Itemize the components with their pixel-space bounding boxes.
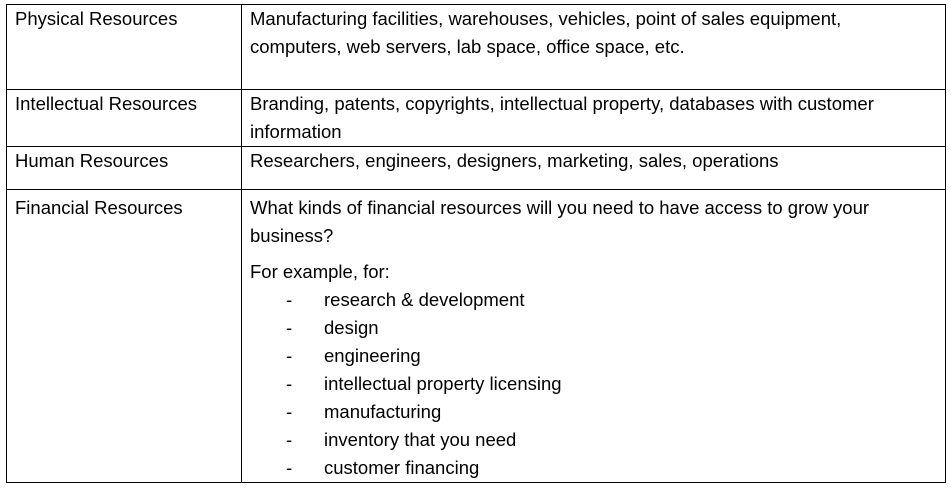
bullet-dash: - — [286, 457, 293, 478]
row-label-financial: Financial Resources — [6, 189, 242, 483]
list-item: - manufacturing — [250, 398, 937, 426]
row-description-intellectual: Branding, patents, copyrights, intellect… — [241, 89, 946, 147]
table-row: Intellectual Resources Branding, patents… — [6, 89, 946, 147]
row-description-physical: Manufacturing facilities, warehouses, ve… — [241, 4, 946, 90]
bullet-dash: - — [286, 401, 293, 422]
list-item-text: manufacturing — [324, 401, 442, 422]
financial-question: What kinds of financial resources will y… — [250, 197, 870, 246]
row-description-human: Researchers, engineers, designers, marke… — [241, 146, 946, 190]
row-label-physical: Physical Resources — [6, 4, 242, 90]
row-label-intellectual: Intellectual Resources — [6, 89, 242, 147]
list-item-text: engineering — [324, 345, 421, 366]
list-item-text: research & development — [324, 289, 525, 310]
list-item-text: inventory that you need — [324, 429, 517, 450]
list-item-text: design — [324, 317, 379, 338]
row-label-human: Human Resources — [6, 146, 242, 190]
bullet-dash: - — [286, 289, 293, 310]
list-item: - inventory that you need — [250, 426, 937, 454]
list-item: - design — [250, 314, 937, 342]
list-item: - engineering — [250, 342, 937, 370]
list-item: - intellectual property licensing — [250, 370, 937, 398]
list-item-text: customer financing — [324, 457, 480, 478]
bullet-dash: - — [286, 373, 293, 394]
resources-table: Physical Resources Manufacturing facilit… — [6, 4, 946, 483]
list-item: - research & development — [250, 286, 937, 314]
list-item: - customer financing — [250, 454, 937, 482]
financial-bullet-list: - research & development - design - enginee… — [250, 286, 937, 482]
bullet-dash: - — [286, 345, 293, 366]
table-row: Financial Resources What kinds of financ… — [6, 189, 946, 483]
financial-example-intro: For example, for: — [250, 261, 390, 282]
bullet-dash: - — [286, 429, 293, 450]
list-item-text: intellectual property licensing — [324, 373, 562, 394]
bullet-dash: - — [286, 317, 293, 338]
table-row: Human Resources Researchers, engineers, … — [6, 146, 946, 190]
table-row: Physical Resources Manufacturing facilit… — [6, 4, 946, 90]
row-description-financial: What kinds of financial resources will y… — [241, 189, 946, 483]
